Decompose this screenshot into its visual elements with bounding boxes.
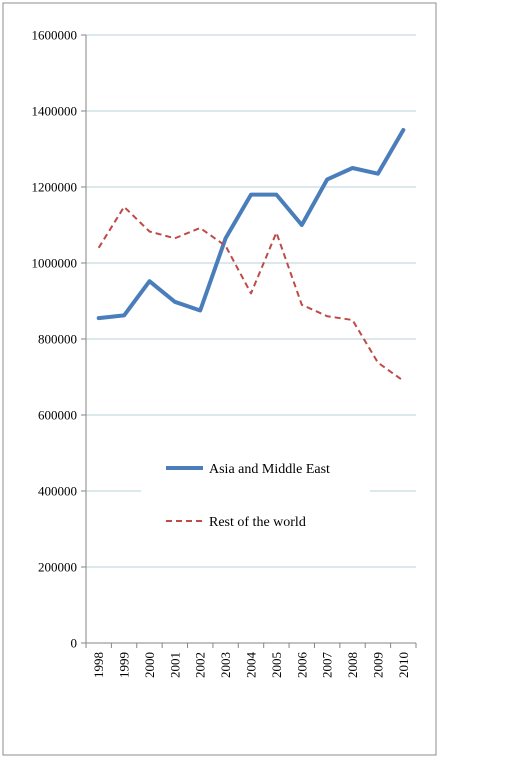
y-tick-label: 1400000 bbox=[32, 104, 78, 119]
y-tick-label: 200000 bbox=[38, 560, 77, 575]
legend: Asia and Middle East Rest of the world bbox=[141, 448, 370, 540]
x-tick-label: 2006 bbox=[294, 652, 309, 679]
y-tick-label: 0 bbox=[71, 636, 78, 651]
x-tick-label: 1998 bbox=[91, 652, 106, 678]
x-tick-label: 1999 bbox=[117, 652, 132, 678]
x-tick-label: 2010 bbox=[396, 652, 411, 678]
legend-box bbox=[141, 448, 370, 540]
x-tick-label: 2007 bbox=[320, 652, 335, 679]
legend-label: Rest of the world bbox=[209, 515, 306, 530]
y-tick-label: 1000000 bbox=[32, 256, 78, 271]
y-tick-label: 600000 bbox=[38, 408, 77, 423]
series-line-2 bbox=[97, 205, 404, 382]
series-lines bbox=[96, 128, 406, 382]
y-tick-label: 1600000 bbox=[32, 28, 78, 43]
x-tick-label: 2001 bbox=[167, 652, 182, 678]
x-tick-label: 2009 bbox=[370, 652, 385, 678]
legend-label: Asia and Middle East bbox=[209, 462, 330, 477]
x-tick-label: 2005 bbox=[269, 652, 284, 678]
series-line-1 bbox=[96, 128, 406, 321]
x-tick-label: 2004 bbox=[244, 652, 259, 679]
x-tick-label: 2002 bbox=[193, 652, 208, 678]
y-tick-label: 800000 bbox=[38, 332, 77, 347]
x-tick-label: 2008 bbox=[345, 652, 360, 678]
x-tick-label: 2003 bbox=[218, 652, 233, 678]
chart-border bbox=[2, 2, 437, 756]
y-tick-label: 400000 bbox=[38, 484, 77, 499]
axes: 0 200000 400000 600000 800000 1000000 1200000 1… bbox=[32, 28, 417, 679]
y-tick-label: 1200000 bbox=[32, 180, 78, 195]
x-tick-label: 2000 bbox=[142, 652, 157, 678]
